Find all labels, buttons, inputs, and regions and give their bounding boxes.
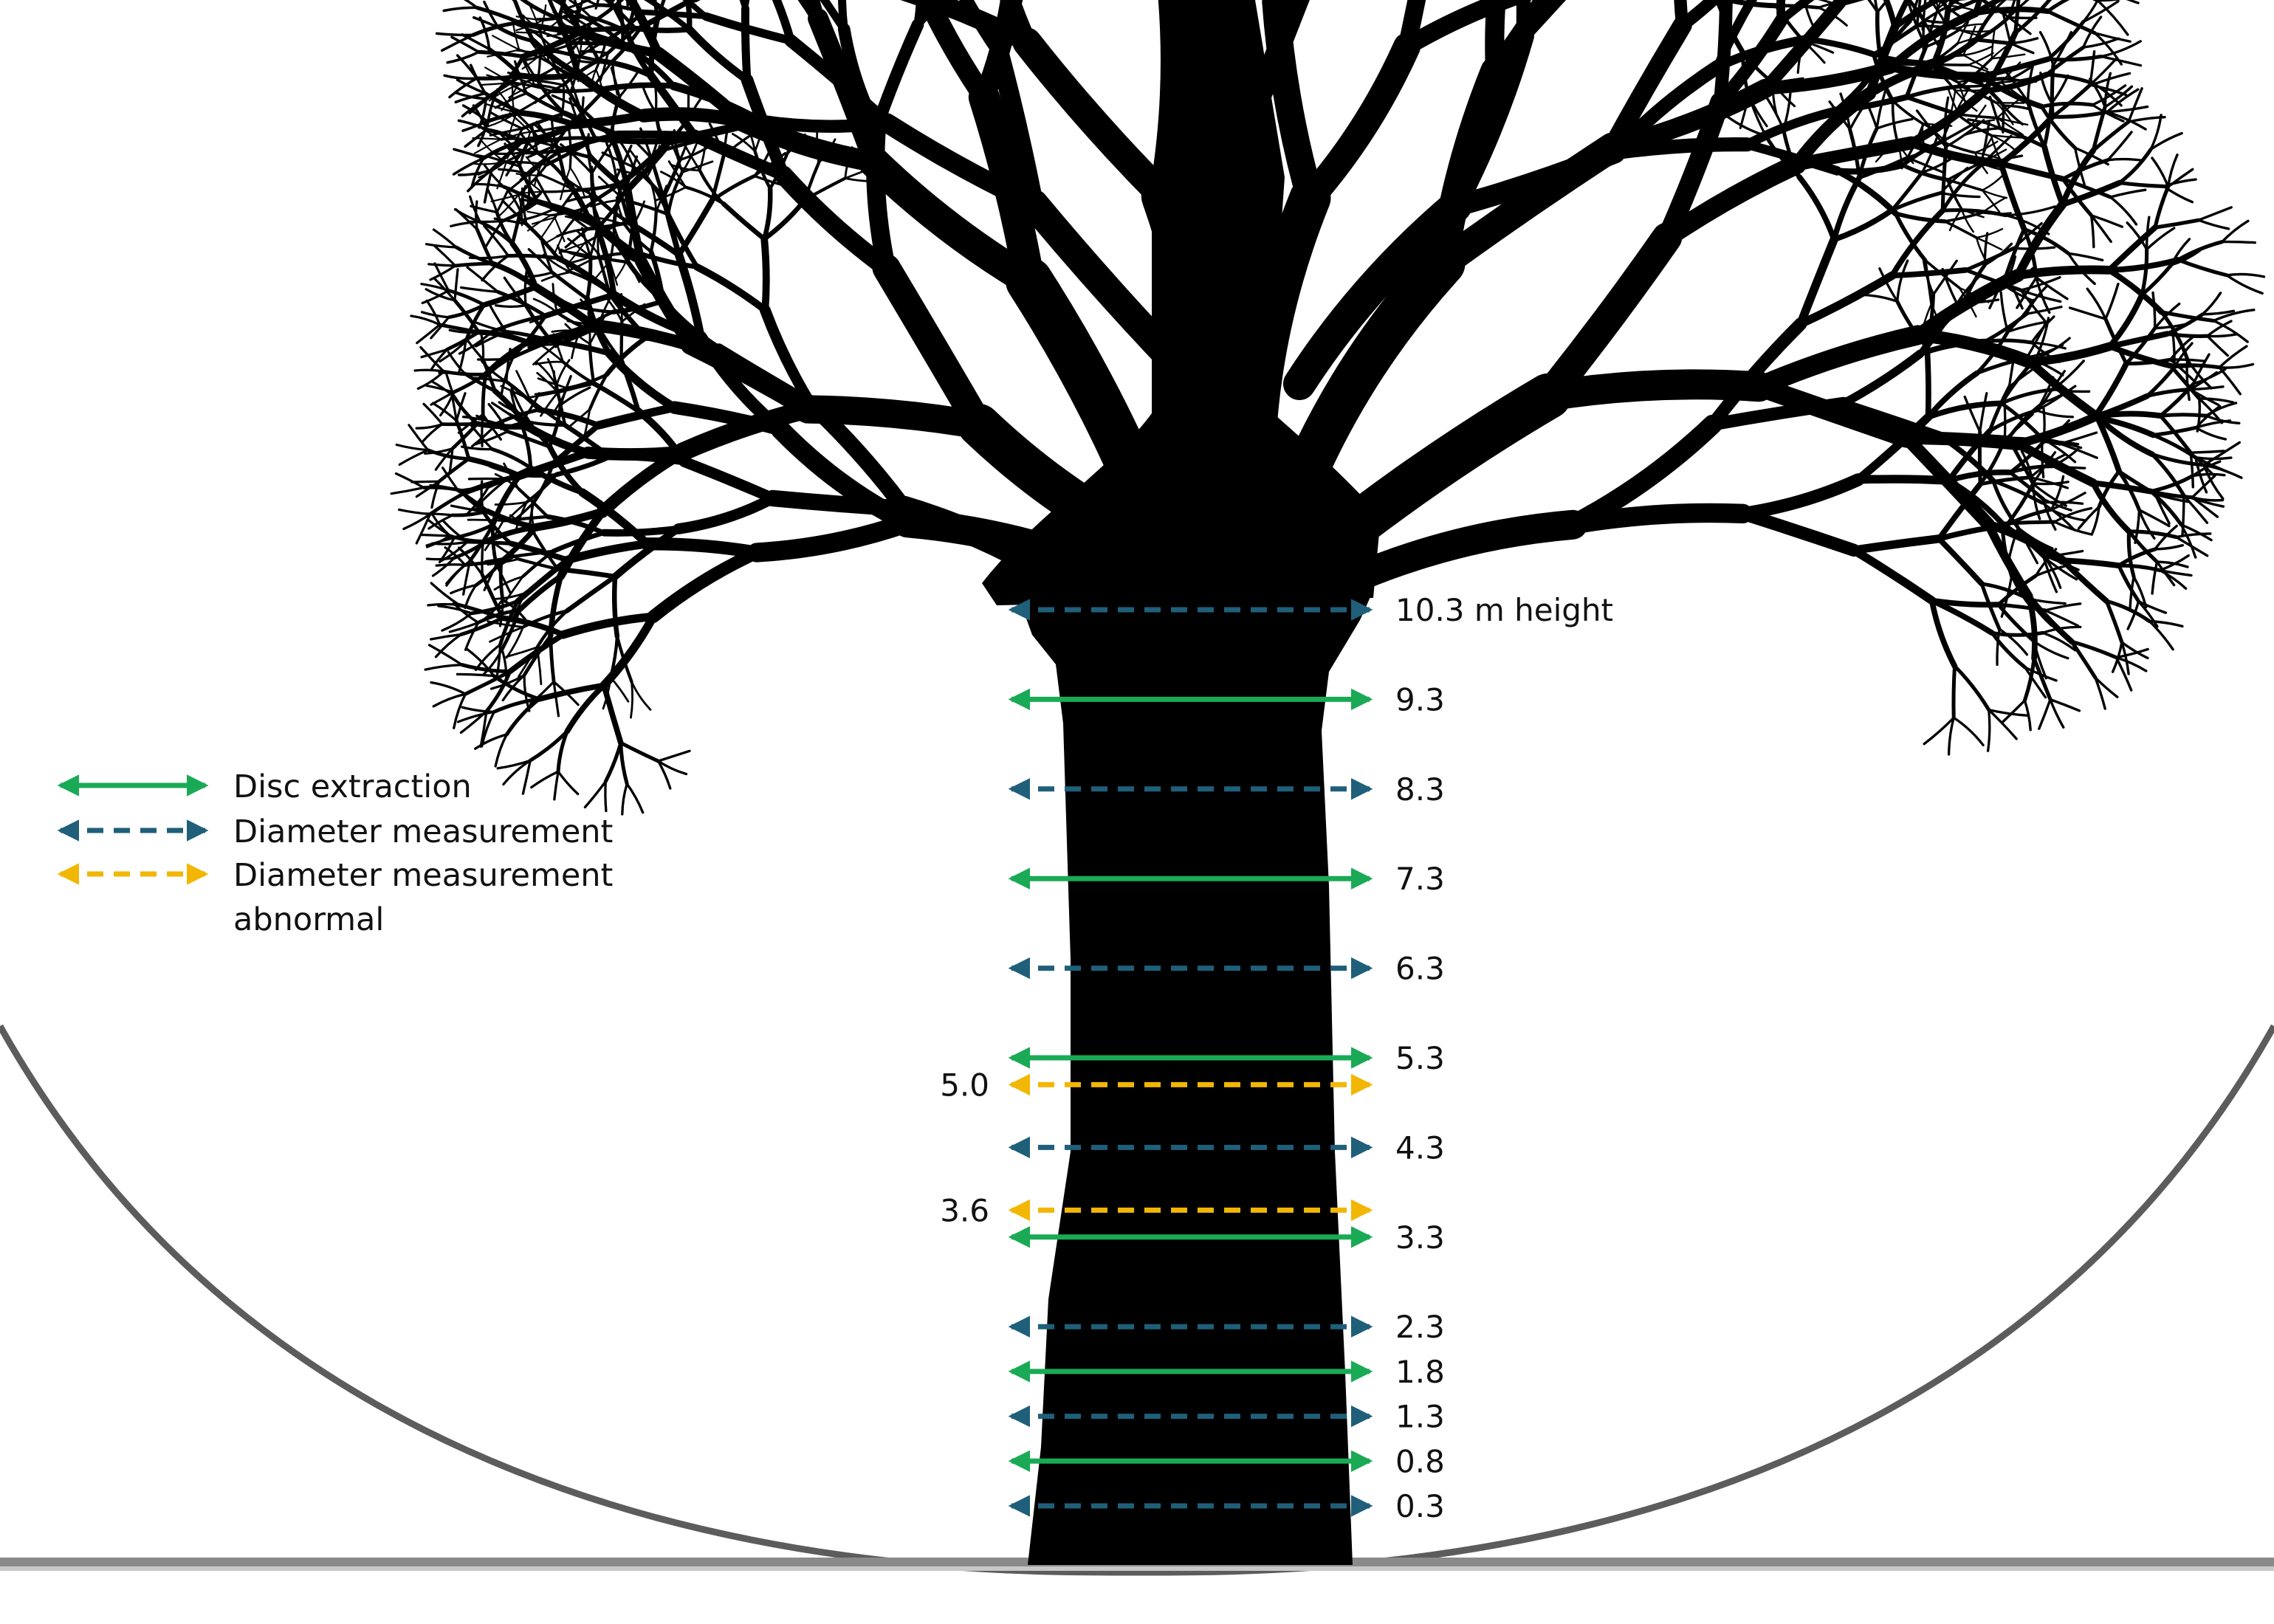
measurement-disc: 0.8 — [1008, 1443, 1445, 1479]
height-label: 1.8 — [1395, 1354, 1445, 1390]
measurement-diameter: 4.3 — [1008, 1129, 1445, 1166]
measurement-layer: 10.3 m height 9.3 8.3 7.3 6.3 5.3 5.0 4.3 3.6 3.3… — [940, 592, 1613, 1524]
measurement-abnormal: 5.0 — [940, 1067, 1373, 1103]
height-label: 3.3 — [1395, 1219, 1445, 1256]
height-label: 5.3 — [1395, 1040, 1445, 1076]
measurement-disc: 3.3 — [1008, 1219, 1445, 1256]
measurement-abnormal: 3.6 — [940, 1192, 1373, 1228]
measurement-diameter: 2.3 — [1008, 1309, 1445, 1345]
measurement-diameter: 6.3 — [1008, 951, 1445, 987]
height-label: 8.3 — [1395, 771, 1445, 808]
legend-label: Diameter measurement — [233, 813, 613, 850]
legend-label: Diameter measurement — [233, 857, 613, 894]
legend-item-abnormal: Diameter measurement abnormal — [57, 857, 613, 938]
tree-branches — [390, 0, 2266, 816]
measurement-diameter: 0.3 — [1008, 1488, 1445, 1524]
legend-item-diameter: Diameter measurement — [57, 813, 613, 850]
height-label: 10.3 m height — [1395, 592, 1613, 628]
measurement-diameter: 10.3 m height — [1008, 592, 1613, 628]
legend-label: Disc extraction — [233, 768, 472, 805]
measurement-disc: 1.8 — [1008, 1354, 1445, 1390]
height-label: 9.3 — [1395, 681, 1445, 718]
legend-label: abnormal — [233, 901, 384, 938]
height-label: 0.3 — [1395, 1488, 1445, 1524]
measurement-disc: 9.3 — [1008, 681, 1445, 718]
height-label: 1.3 — [1395, 1399, 1445, 1435]
measurement-diameter: 1.3 — [1008, 1399, 1445, 1435]
height-label: 3.6 — [940, 1192, 989, 1228]
height-label: 0.8 — [1395, 1443, 1445, 1479]
measurement-disc: 5.3 — [1008, 1040, 1445, 1076]
height-label: 6.3 — [1395, 951, 1445, 987]
height-label: 5.0 — [940, 1067, 989, 1103]
legend-item-disc: Disc extraction — [57, 768, 472, 805]
measurement-disc: 7.3 — [1008, 861, 1445, 897]
height-label: 7.3 — [1395, 861, 1445, 897]
ground-arc — [0, 1024, 2274, 1576]
measurement-diameter: 8.3 — [1008, 771, 1445, 808]
height-label: 4.3 — [1395, 1129, 1445, 1166]
height-label: 2.3 — [1395, 1309, 1445, 1345]
